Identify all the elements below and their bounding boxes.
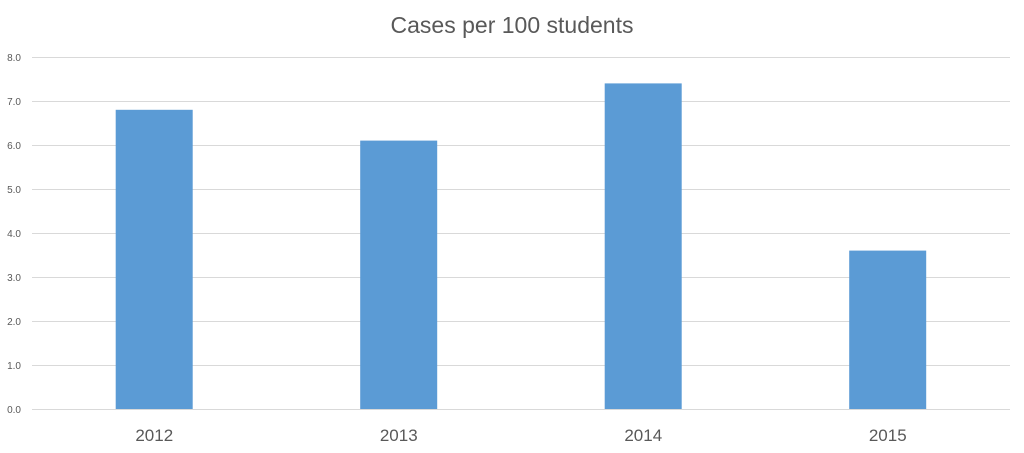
y-tick-label: 4.0 [7, 229, 21, 240]
y-tick-label: 8.0 [7, 53, 21, 64]
y-tick-label: 3.0 [7, 273, 21, 284]
bar [849, 250, 927, 409]
bar [360, 140, 438, 409]
grid-lines [32, 57, 1010, 410]
y-tick-label: 0.0 [7, 405, 21, 416]
y-tick-label: 1.0 [7, 361, 21, 372]
x-tick-label: 2015 [869, 426, 907, 445]
y-tick-label: 5.0 [7, 185, 21, 196]
y-tick-label: 6.0 [7, 141, 21, 152]
bar [115, 109, 193, 410]
x-tick-label: 2013 [380, 426, 418, 445]
y-tick-label: 2.0 [7, 317, 21, 328]
y-tick-label: 7.0 [7, 97, 21, 108]
x-axis-ticks: 2012 2013 2014 2015 [135, 426, 906, 445]
y-axis-ticks: 0.0 1.0 2.0 3.0 4.0 5.0 6.0 7.0 8.0 [7, 53, 21, 416]
bar [604, 83, 682, 410]
bars [115, 83, 927, 410]
x-tick-label: 2012 [135, 426, 173, 445]
chart-title: Cases per 100 students [390, 12, 634, 38]
x-tick-label: 2014 [624, 426, 662, 445]
